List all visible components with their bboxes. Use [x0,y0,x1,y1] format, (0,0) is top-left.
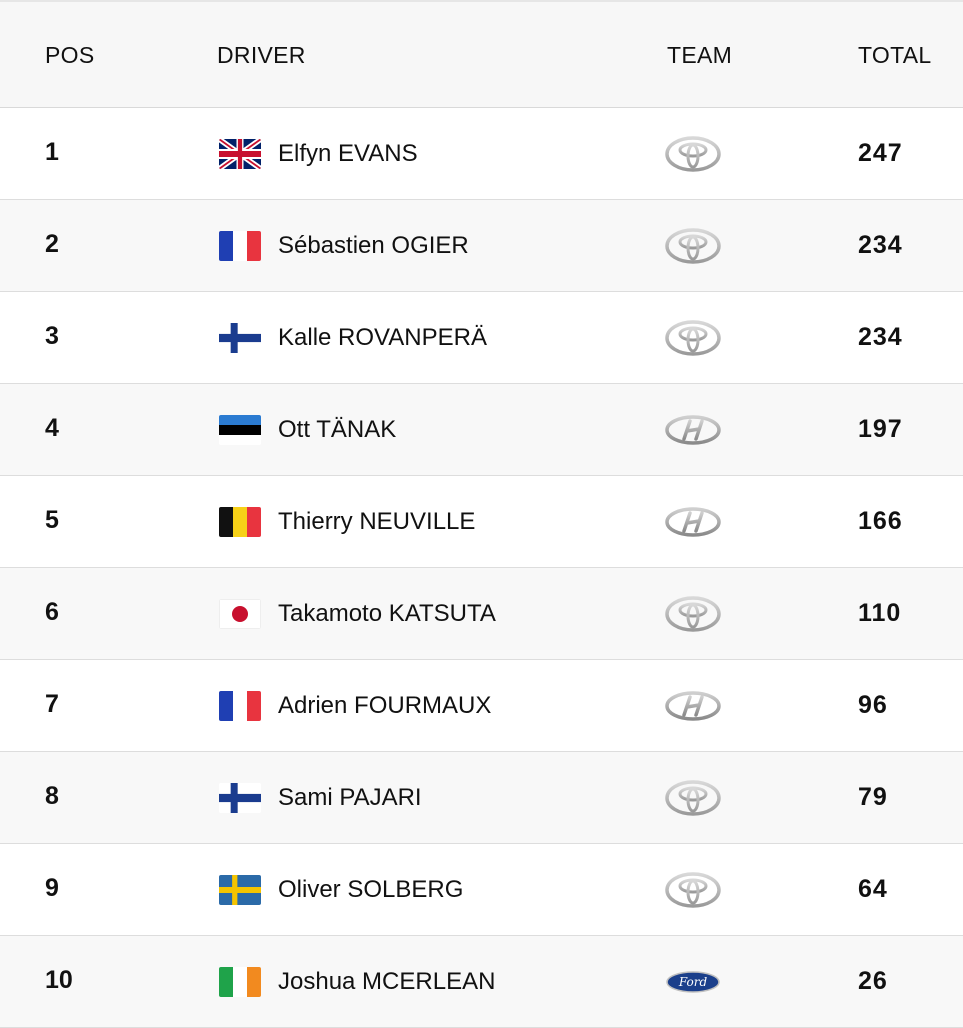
total-points: 197 [858,415,903,443]
ford-logo-icon: Ford [664,964,722,1000]
toyota-logo-icon [664,596,722,632]
position-value: 10 [45,966,73,994]
fr-flag-icon [219,691,261,721]
position-value: 2 [45,230,59,258]
total-points: 166 [858,507,903,535]
total-points: 96 [858,691,888,719]
position-value: 5 [45,506,59,534]
table-row[interactable]: 5 Thierry NEUVILLE 166 [0,476,963,568]
toyota-logo-icon [664,872,722,908]
position-value: 8 [45,782,59,810]
total-points: 26 [858,967,888,995]
gb-flag-icon [219,139,261,169]
hyundai-logo-icon [664,688,722,724]
toyota-logo-icon [664,136,722,172]
driver-name[interactable]: Takamoto KATSUTA [278,600,496,627]
header-team[interactable]: TEAM [667,42,733,68]
jp-flag-icon [219,599,261,629]
fi-flag-icon [219,783,261,813]
se-flag-icon [219,875,261,905]
hyundai-logo-icon [664,412,722,448]
position-value: 6 [45,598,59,626]
driver-name[interactable]: Elfyn EVANS [278,140,418,167]
position-value: 1 [45,138,59,166]
total-points: 234 [858,231,903,259]
driver-name[interactable]: Sami PAJARI [278,784,422,811]
table-row[interactable]: 3 Kalle ROVANPERÄ 234 [0,292,963,384]
total-points: 110 [858,599,902,627]
be-flag-icon [219,507,261,537]
position-value: 4 [45,414,59,442]
table-row[interactable]: 4 Ott TÄNAK 197 [0,384,963,476]
table-row[interactable]: 7 Adrien FOURMAUX 96 [0,660,963,752]
total-points: 247 [858,139,903,167]
total-points: 79 [858,783,888,811]
table-row[interactable]: 9 Oliver SOLBERG 64 [0,844,963,936]
hyundai-logo-icon [664,504,722,540]
table-row[interactable]: 8 Sami PAJARI 79 [0,752,963,844]
header-pos[interactable]: POS [45,42,95,68]
header-driver[interactable]: DRIVER [217,42,306,68]
driver-name[interactable]: Thierry NEUVILLE [278,508,476,535]
table-header: POS DRIVER TEAM TOTAL [0,2,963,108]
position-value: 9 [45,874,59,902]
toyota-logo-icon [664,228,722,264]
table-row[interactable]: 2 Sébastien OGIER 234 [0,200,963,292]
driver-name[interactable]: Ott TÄNAK [278,416,397,443]
driver-name[interactable]: Joshua MCERLEAN [278,968,496,995]
table-row[interactable]: 10 Joshua MCERLEAN Ford 26 [0,936,963,1028]
driver-name[interactable]: Oliver SOLBERG [278,876,464,903]
ie-flag-icon [219,967,261,997]
fi-flag-icon [219,323,261,353]
position-value: 3 [45,322,59,350]
table-row[interactable]: 6 Takamoto KATSUTA 110 [0,568,963,660]
ee-flag-icon [219,415,261,445]
total-points: 64 [858,875,888,903]
table-row[interactable]: 1 Elfyn EVANS 247 [0,108,963,200]
toyota-logo-icon [664,780,722,816]
driver-name[interactable]: Kalle ROVANPERÄ [278,324,487,351]
toyota-logo-icon [664,320,722,356]
svg-text:Ford: Ford [678,975,708,989]
position-value: 7 [45,690,59,718]
total-points: 234 [858,323,903,351]
fr-flag-icon [219,231,261,261]
header-total[interactable]: TOTAL [858,42,932,68]
driver-name[interactable]: Adrien FOURMAUX [278,692,492,719]
driver-name[interactable]: Sébastien OGIER [278,232,469,259]
